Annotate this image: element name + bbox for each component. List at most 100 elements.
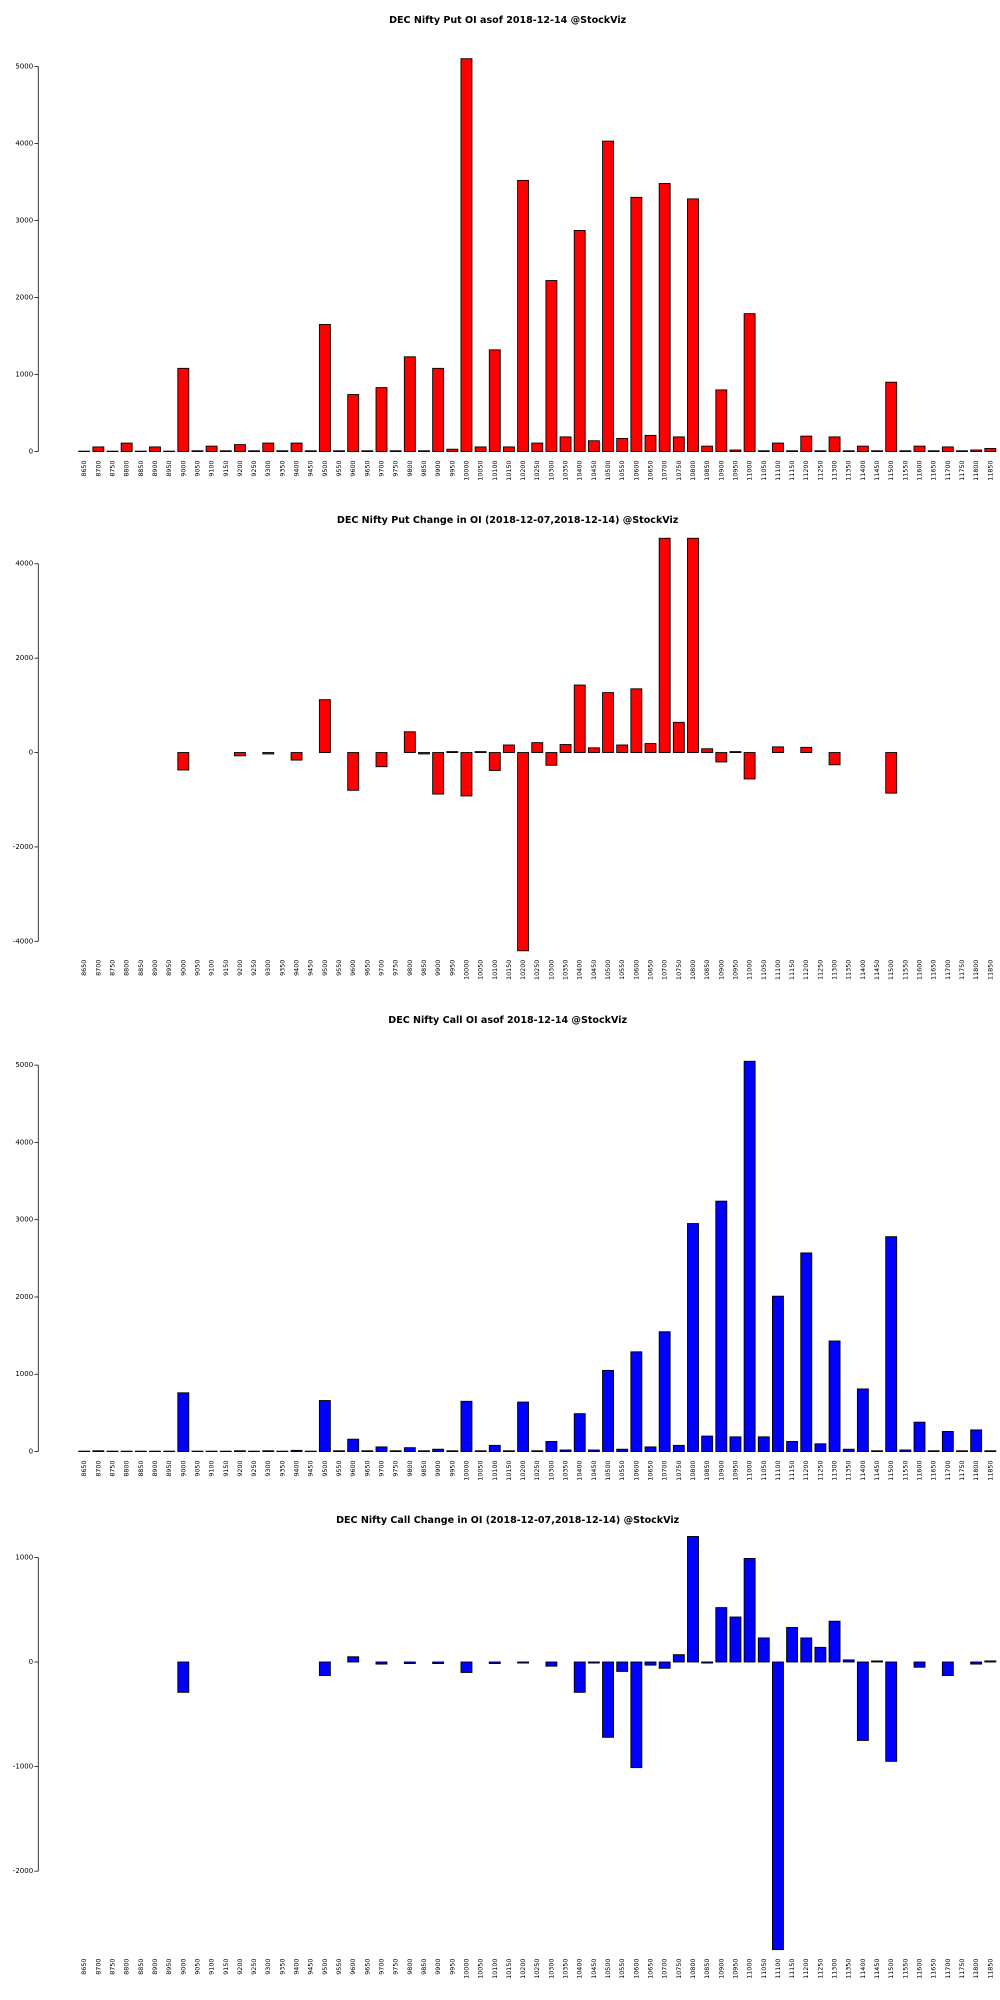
bar	[701, 1661, 714, 1664]
x-tick-label: 10550	[618, 1460, 626, 1480]
bar	[191, 450, 204, 452]
bar	[347, 1656, 360, 1663]
x-tick-label: 9400	[293, 960, 301, 976]
x-tick-label: 9000	[179, 1460, 187, 1476]
bar	[786, 450, 799, 452]
bar	[432, 367, 445, 452]
bar	[828, 1620, 841, 1663]
x-tick-label: 11400	[859, 1959, 867, 1979]
bar	[418, 450, 430, 452]
x-tick-label: 10500	[604, 1460, 612, 1480]
bar	[899, 450, 912, 452]
bar	[687, 1223, 699, 1452]
x-tick-label: 10550	[618, 960, 626, 980]
y-tick-label: 5000	[15, 61, 33, 70]
x-tick-label: 10850	[703, 1460, 711, 1480]
bar	[460, 58, 473, 452]
bar	[687, 198, 699, 452]
x-tick-label: 11600	[916, 1959, 924, 1979]
bar	[333, 450, 345, 452]
x-tick-label: 11500	[887, 1959, 895, 1979]
x-tick-label: 11650	[930, 460, 938, 480]
bar	[701, 748, 714, 753]
x-tick-label: 11150	[788, 960, 796, 980]
y-tick-label: 0	[29, 447, 33, 456]
y-tick-label: 2000	[15, 653, 33, 662]
bar	[446, 1450, 459, 1452]
x-tick-label: 11600	[916, 1460, 924, 1480]
x-tick-label: 9400	[293, 460, 301, 476]
x-tick-label: 10850	[703, 960, 711, 980]
x-tick-label: 10250	[533, 1460, 541, 1480]
bar	[672, 436, 685, 452]
bar	[318, 1661, 331, 1677]
bar	[290, 752, 303, 761]
x-tick-label: 11700	[944, 1959, 952, 1979]
x-tick-label: 9500	[321, 1460, 329, 1476]
bar	[403, 731, 416, 753]
x-tick-label: 11500	[887, 1460, 895, 1480]
bar	[842, 1659, 855, 1663]
x-tick-label: 10050	[477, 1460, 485, 1480]
x-tick-label: 10850	[703, 1959, 711, 1979]
x-tick-label: 10750	[675, 1959, 683, 1979]
bar	[715, 752, 728, 763]
x-tick-label: 9200	[236, 1460, 244, 1476]
bar	[786, 1441, 799, 1452]
x-tick-label: 10600	[632, 1460, 640, 1480]
bar	[318, 1400, 331, 1452]
y-tick-label: 0	[29, 1657, 33, 1666]
bar	[347, 394, 360, 452]
bar	[573, 684, 586, 753]
x-tick-label: 11700	[944, 460, 952, 480]
x-tick-label: 11100	[774, 960, 782, 980]
x-tick-label: 11550	[901, 1959, 909, 1979]
bar	[772, 746, 784, 753]
x-tick-label: 9300	[264, 1460, 272, 1476]
bar	[389, 1450, 402, 1452]
x-tick-label: 10200	[519, 1959, 527, 1979]
y-tick-label: 1000	[15, 1369, 33, 1378]
bar	[545, 1661, 558, 1667]
bar	[701, 445, 714, 452]
x-tick-label: 10800	[689, 1959, 697, 1979]
x-tick-label: 9450	[307, 960, 315, 976]
x-tick-label: 8650	[80, 960, 88, 976]
x-tick-label: 9750	[392, 460, 400, 476]
bar	[262, 442, 275, 452]
x-tick-label: 10850	[703, 460, 711, 480]
bar	[743, 313, 756, 452]
y-tick-label: 5000	[15, 1060, 33, 1069]
bar	[913, 1661, 926, 1668]
x-tick-label: 8950	[165, 1460, 173, 1476]
bar	[219, 450, 232, 452]
bar	[786, 1627, 799, 1663]
x-tick-label: 9950	[448, 960, 456, 976]
x-tick-label: 10600	[632, 460, 640, 480]
x-tick-label: 11350	[845, 1959, 853, 1979]
x-tick-label: 8950	[165, 960, 173, 976]
bar	[517, 1401, 530, 1452]
x-tick-label: 11650	[930, 1959, 938, 1979]
x-tick-label: 10100	[491, 460, 499, 480]
x-tick-label: 11150	[788, 460, 796, 480]
bar	[814, 450, 827, 452]
x-tick-label: 9750	[392, 1959, 400, 1975]
bar	[970, 1661, 983, 1665]
x-tick-label: 9650	[363, 1959, 371, 1975]
bar	[644, 1446, 657, 1452]
y-tick-label: 2000	[15, 292, 33, 301]
x-tick-label: 9050	[193, 1959, 201, 1975]
bar	[913, 445, 926, 452]
x-tick-label: 11750	[958, 460, 966, 480]
y-tick-label: -2000	[13, 842, 33, 851]
x-tick-label: 10300	[547, 1460, 555, 1480]
bar	[149, 446, 161, 452]
x-tick-label: 10000	[462, 960, 470, 980]
bar	[545, 280, 558, 452]
x-tick-label: 9850	[420, 960, 428, 976]
chart-title: DEC Nifty Call Change in OI (2018-12-07,…	[336, 1515, 680, 1526]
bar	[290, 442, 303, 452]
bar	[828, 436, 841, 452]
